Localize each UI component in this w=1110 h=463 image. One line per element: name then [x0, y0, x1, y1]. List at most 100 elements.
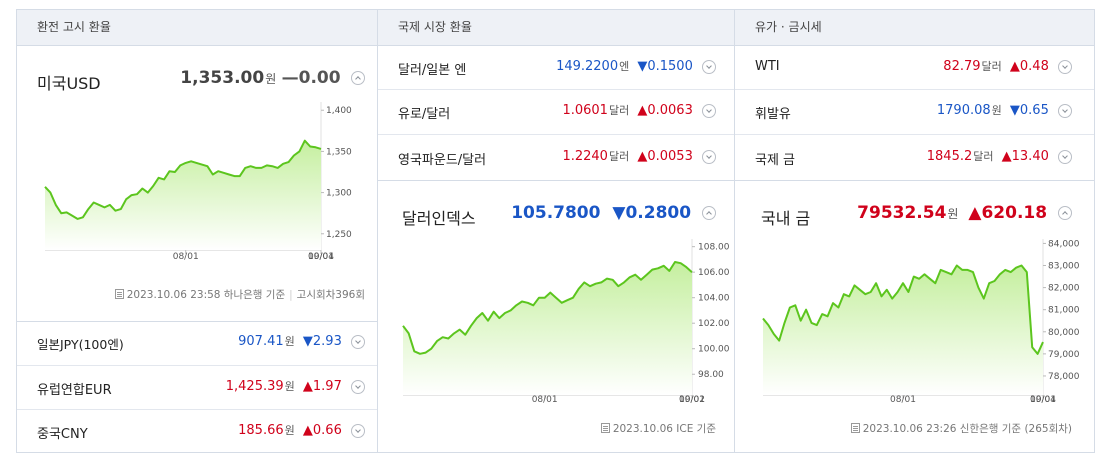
- row-name: WTI: [755, 59, 780, 74]
- row-change-arrow: ▲: [1001, 149, 1012, 164]
- expand-toggle-icon[interactable]: [351, 334, 365, 349]
- row-value-unit: 원: [284, 380, 295, 393]
- footer-date: 2023.10.06 ICE 기준: [612, 423, 716, 435]
- document-icon: [600, 423, 610, 433]
- row-value: 149.2200엔 ▼0.1500: [556, 58, 716, 74]
- row-change-arrow: ▲: [1009, 59, 1020, 74]
- x-tick-label: 08/01: [890, 395, 916, 405]
- main-value-number: 105.7800: [511, 203, 601, 223]
- document-icon: [114, 289, 124, 299]
- row-name: 달러/일본 엔: [398, 63, 467, 78]
- y-tick-label: 100.00: [698, 345, 730, 355]
- footer-extra: 고시회차396회: [296, 289, 365, 301]
- y-tick-label: 1,300: [326, 189, 352, 199]
- x-tick-label: 10/02: [679, 395, 705, 405]
- row-value-number: 1.0601: [562, 103, 608, 118]
- main-rate-dollar-index[interactable]: 달러인덱스 105.7800 ▼0.2800 98.00 100.00 102.00…: [378, 181, 734, 452]
- rate-row-wti[interactable]: WTI 82.79달러 ▲0.48: [735, 46, 1094, 90]
- row-name: 국제 금: [755, 153, 796, 168]
- expand-toggle-icon[interactable]: [351, 379, 365, 394]
- row-change-value: 0.65: [1019, 103, 1049, 118]
- row-value-unit: 달러: [608, 104, 630, 117]
- x-tick-label: 10/04: [308, 252, 334, 262]
- y-tick-label: 80,000: [1048, 328, 1080, 338]
- row-value-unit: 원: [991, 104, 1002, 117]
- row-value-number: 149.2200: [556, 59, 619, 74]
- row-value: 1.0601달러 ▲0.0063: [562, 102, 716, 118]
- area-fill: [45, 140, 321, 250]
- rate-row-cny[interactable]: 중국CNY 185.66원 ▲0.66: [17, 410, 377, 454]
- expand-toggle-icon[interactable]: [1058, 149, 1072, 164]
- y-tick-label: 78,000: [1048, 372, 1080, 382]
- rate-row-intl-gold[interactable]: 국제 금 1845.2달러 ▲13.40: [735, 135, 1094, 181]
- row-value-unit: 원: [284, 424, 295, 437]
- row-name: 유로/달러: [398, 107, 451, 122]
- y-tick-label: 84,000: [1048, 239, 1080, 249]
- rate-footer: 2023.10.06 23:26 신한은행 기준 (265회차): [850, 421, 1072, 436]
- main-value-unit: 원: [947, 207, 959, 221]
- main-rate-value: 105.7800 ▼0.2800: [511, 203, 716, 223]
- row-change-arrow: ▲: [637, 149, 648, 164]
- collapse-toggle-icon[interactable]: [1058, 206, 1072, 220]
- x-tick-label: 08/01: [532, 395, 558, 405]
- x-tick-label: 09/01: [1030, 395, 1056, 405]
- main-rate-usd[interactable]: 미국USD 1,353.00원 —0.00 1,250 1,300 1,350 1,4…: [17, 46, 377, 322]
- collapse-toggle-icon[interactable]: [702, 206, 716, 220]
- row-value: 185.66원 ▲0.66: [238, 422, 365, 438]
- row-change-arrow: ▼: [302, 334, 313, 349]
- row-change-value: 1.97: [312, 379, 342, 394]
- row-value: 1,425.39원 ▲1.97: [226, 378, 365, 394]
- row-value: 1845.2달러 ▲13.40: [927, 148, 1072, 164]
- row-value-unit: 달러: [973, 150, 994, 163]
- main-change-value: 0.00: [298, 68, 341, 88]
- area-fill: [403, 262, 692, 395]
- column-oil-gold: 유가 · 금시세 WTI 82.79달러 ▲0.48 휘발유 1790.08원 …: [735, 10, 1094, 452]
- row-change-arrow: ▲: [637, 103, 648, 118]
- x-tick-label: 10/04: [1030, 395, 1056, 405]
- row-change-value: 2.93: [312, 334, 342, 349]
- rate-row-eur-usd[interactable]: 유로/달러 1.0601달러 ▲0.0063: [378, 90, 734, 135]
- y-tick-label: 81,000: [1048, 306, 1080, 316]
- rate-row-gasoline[interactable]: 휘발유 1790.08원 ▼0.65: [735, 90, 1094, 135]
- main-change-value: 0.2800: [625, 203, 692, 223]
- row-value-number: 1845.2: [926, 149, 973, 164]
- row-change-value: 13.40: [1011, 149, 1049, 164]
- row-value: 82.79달러 ▲0.48: [943, 58, 1072, 74]
- row-name: 유럽연합EUR: [37, 383, 112, 398]
- y-tick-label: 83,000: [1048, 262, 1080, 272]
- main-rate-name: 달러인덱스: [402, 209, 476, 228]
- expand-toggle-icon[interactable]: [702, 103, 716, 118]
- row-value: 907.41원 ▼2.93: [238, 333, 365, 349]
- rate-row-gbp-usd[interactable]: 영국파운드/달러 1.2240달러 ▲0.0053: [378, 135, 734, 181]
- y-tick-label: 1,400: [326, 106, 352, 116]
- row-change-value: 0.48: [1019, 59, 1049, 74]
- row-value-unit: 원: [284, 335, 295, 348]
- row-name: 휘발유: [755, 107, 791, 122]
- main-rate-name: 국내 금: [761, 209, 811, 228]
- collapse-toggle-icon[interactable]: [351, 71, 365, 85]
- rate-row-eur[interactable]: 유럽연합EUR 1,425.39원 ▲1.97: [17, 366, 377, 410]
- expand-toggle-icon[interactable]: [1058, 59, 1072, 74]
- main-rate-value: 1,353.00원 —0.00: [180, 68, 365, 88]
- row-change-value: 0.1500: [647, 59, 693, 74]
- series-line: [762, 264, 1044, 355]
- row-change-value: 0.0053: [647, 149, 693, 164]
- rate-footer: 2023.10.06 23:58 하나은행 기준 | 고시회차396회: [114, 287, 365, 302]
- expand-toggle-icon[interactable]: [702, 149, 716, 164]
- rate-row-usd-jpy[interactable]: 달러/일본 엔 149.2200엔 ▼0.1500: [378, 46, 734, 90]
- column-header: 국제 시장 환율: [378, 10, 734, 46]
- row-value-number: 82.79: [943, 59, 981, 74]
- column-intl-market: 국제 시장 환율 달러/일본 엔 149.2200엔 ▼0.1500 유로/달러…: [378, 10, 735, 452]
- expand-toggle-icon[interactable]: [702, 59, 716, 74]
- main-rate-domestic-gold[interactable]: 국내 금 79532.54원 ▲620.18 78,000 79,000 80,00…: [735, 181, 1094, 452]
- y-tick-label: 98.00: [698, 370, 724, 380]
- rate-row-jpy[interactable]: 일본JPY(100엔) 907.41원 ▼2.93: [17, 321, 377, 366]
- row-change-arrow: ▼: [1009, 103, 1020, 118]
- expand-toggle-icon[interactable]: [1058, 103, 1072, 118]
- y-tick-label: 1,350: [326, 147, 352, 157]
- expand-toggle-icon[interactable]: [351, 423, 365, 438]
- series-line: [402, 261, 693, 355]
- main-change-arrow: —: [281, 68, 299, 88]
- row-value-unit: 달러: [981, 60, 1002, 73]
